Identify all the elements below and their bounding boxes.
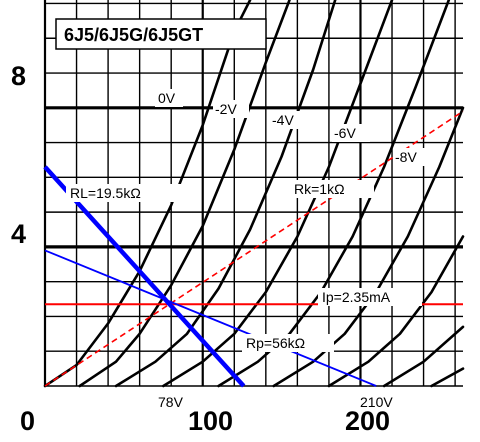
chart-title: 6J5/6J5G/6J5GT: [64, 25, 203, 45]
label-bg: [66, 184, 182, 202]
curve-label-0v: 0V: [158, 90, 176, 106]
label-bg: [213, 100, 249, 118]
rl-annotation: RL=19.5kΩ: [70, 185, 141, 201]
x-tick-label-100: 100: [188, 406, 233, 436]
y-tick-label-8: 8: [11, 61, 26, 91]
curve-label-minus2v: -2V: [215, 101, 237, 117]
rp-annotation: Rp=56kΩ: [246, 335, 305, 351]
plate-curve-1: [78, 0, 291, 388]
label-bg: [155, 89, 183, 107]
load-line-rl: [43, 165, 246, 388]
label-bg: [318, 288, 422, 306]
plate-curve-8: [430, 367, 465, 388]
plate-curve-4: [217, 0, 451, 388]
plate-curve-6: [327, 235, 465, 388]
curve-label-minus6v: -6V: [334, 125, 356, 141]
curve-label-minus8v: -8V: [395, 149, 417, 165]
label-bg: [290, 180, 374, 198]
label-bg: [358, 393, 406, 410]
load-line-rp: [44, 249, 377, 387]
plate-curve-7: [382, 325, 465, 388]
plate-curve-3: [162, 0, 394, 388]
x-tick-label-200: 200: [345, 406, 390, 436]
rk-annotation: Rk=1kΩ: [294, 181, 345, 197]
curve-label-minus4v: -4V: [272, 112, 294, 128]
voltage-78v-annotation: 78V: [158, 394, 184, 410]
plate-curve-2: [114, 0, 337, 388]
label-bg: [393, 148, 431, 166]
label-bg: [242, 334, 334, 352]
bias-line-rk: [44, 110, 464, 387]
label-bg: [155, 393, 193, 410]
label-bg: [270, 111, 308, 129]
x-tick-label-0: 0: [20, 406, 35, 436]
chart-title-box: [55, 18, 267, 50]
y-tick-label-4: 4: [11, 219, 26, 249]
ip-annotation: Ip=2.35mA: [322, 289, 391, 305]
label-bg: [332, 124, 370, 142]
voltage-210v-annotation: 210V: [360, 394, 393, 410]
